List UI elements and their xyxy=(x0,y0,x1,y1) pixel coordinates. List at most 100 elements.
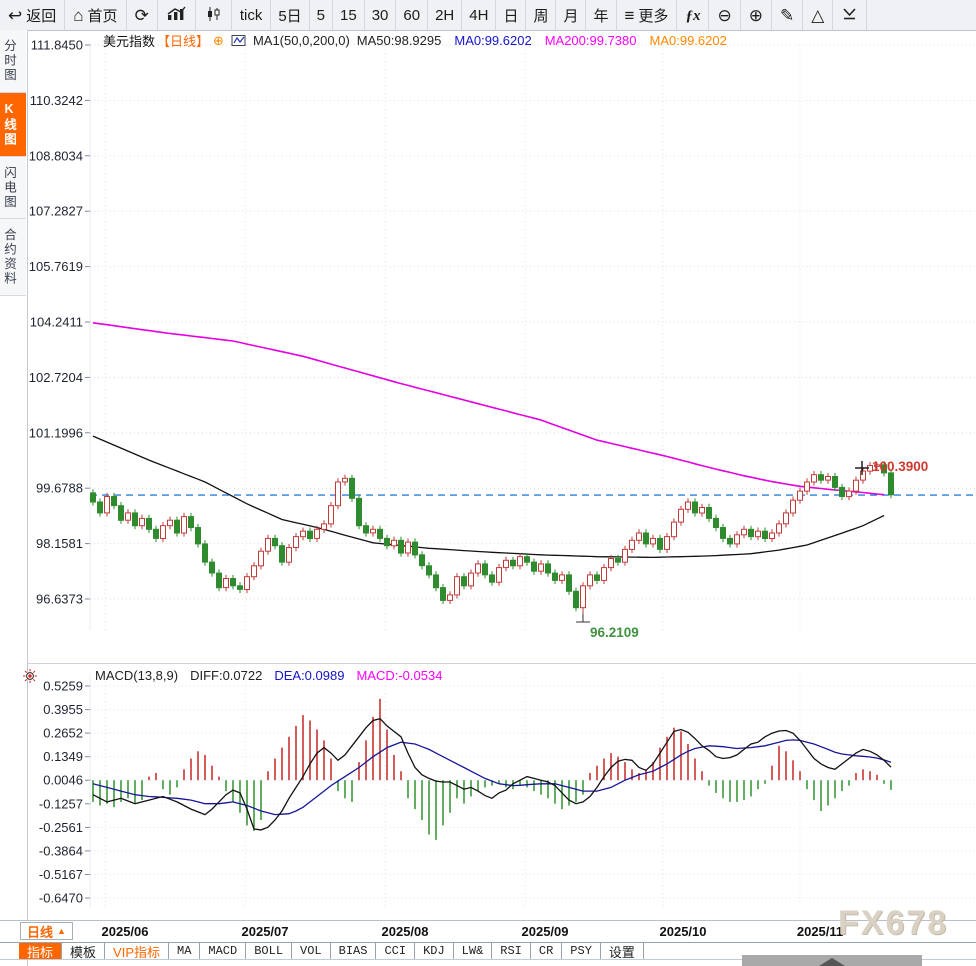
toolbar-tick-label: tick xyxy=(239,6,263,24)
low-marker: 96.2109 xyxy=(576,614,639,640)
svg-text:102.7204: 102.7204 xyxy=(29,370,83,385)
indicator-tab-VOL[interactable]: VOL xyxy=(292,943,331,959)
svg-text:0.2652: 0.2652 xyxy=(43,726,83,741)
toolbar-4h-button[interactable]: 4H xyxy=(462,0,497,30)
svg-text:-0.1257: -0.1257 xyxy=(39,796,83,811)
toolbar-month-label: 月 xyxy=(563,7,579,25)
toolbar-more-label: 更多 xyxy=(638,7,669,25)
indicator-tab-VIP指标[interactable]: VIP指标 xyxy=(105,943,169,960)
macd-title: MACD(13,8,9) xyxy=(95,668,179,683)
x-axis-label-2025/10: 2025/10 xyxy=(659,924,707,939)
svg-text:98.1581: 98.1581 xyxy=(36,536,83,551)
ma50-line xyxy=(92,435,885,559)
svg-text:-0.6470: -0.6470 xyxy=(39,891,83,906)
indicator-tab-MACD[interactable]: MACD xyxy=(200,943,247,959)
svg-text:0.0046: 0.0046 xyxy=(43,773,83,788)
toolbar-60m-button[interactable]: 60 xyxy=(396,0,429,30)
macd-diff-line xyxy=(92,717,892,831)
toolbar-fx-indicator-button[interactable]: ƒx xyxy=(677,0,710,30)
toolbar-home-button[interactable]: ⌂ 首页 xyxy=(65,0,127,30)
x-axis-strip: 日线 ▲ 2025/06 2025/07 2025/08 2025/09 2025/10… xyxy=(0,920,976,942)
handle-triangle-icon xyxy=(819,958,845,966)
x-axis-label-2025/06: 2025/06 xyxy=(101,924,149,939)
svg-text:107.2827: 107.2827 xyxy=(29,204,83,219)
sidebar-tab-2[interactable]: 闪电图 xyxy=(0,156,26,219)
indicator-tab-CCI[interactable]: CCI xyxy=(376,943,416,959)
toolbar-5d-label: 5日 xyxy=(278,7,302,25)
fx-icon: ƒx xyxy=(685,8,701,24)
toolbar-15m-button[interactable]: 15 xyxy=(333,0,365,30)
toolbar-day-label: 日 xyxy=(503,7,519,25)
panel-separator xyxy=(27,663,976,664)
indicator-tab-RSI[interactable]: RSI xyxy=(492,943,531,959)
toolbar-draw-button[interactable]: ✎ xyxy=(772,0,804,30)
period-selector[interactable]: 日线 ▲ xyxy=(20,922,73,940)
toolbar-zoom-in-button[interactable]: ⊕ xyxy=(741,0,772,30)
indicator-tab-bar: 指标 模板 VIP指标 MA MACD BOLL VOL BIAS CCI KDJ LW& RSI CR… xyxy=(0,942,976,960)
svg-text:110.3242: 110.3242 xyxy=(30,93,83,108)
refresh-icon: ⟳ xyxy=(134,5,149,25)
svg-text:104.2411: 104.2411 xyxy=(30,315,83,330)
toolbar-more-button[interactable]: ≡ 更多 xyxy=(617,0,678,30)
macd-header: MACD(13,8,9) DIFF:0.0722 DEA:0.0989 MACD… xyxy=(95,668,442,683)
toolbar-triangle-up-button[interactable]: △ xyxy=(803,0,834,30)
toolbar-line-chart-button[interactable] xyxy=(158,0,196,30)
macd-grid: 0.5259 0.3955 0.2652 0.1349 0.0046 -0.1257 -0.… xyxy=(39,673,975,907)
svg-text:0.3955: 0.3955 xyxy=(43,702,83,717)
indicator-tab-MA[interactable]: MA xyxy=(169,943,201,959)
sidebar-tab-1[interactable]: K线图 xyxy=(0,92,26,157)
indicator-tab-KDJ[interactable]: KDJ xyxy=(415,943,454,959)
toolbar-60m-label: 60 xyxy=(403,6,421,24)
x-axis-label-2025/08: 2025/08 xyxy=(381,924,429,939)
expand-icon[interactable]: ⊕ xyxy=(213,32,224,48)
indicator-tab-BOLL[interactable]: BOLL xyxy=(246,943,293,959)
indicator-tab-模板[interactable]: 模板 xyxy=(62,943,106,960)
svg-text:99.6788: 99.6788 xyxy=(36,481,83,496)
svg-text:96.2109: 96.2109 xyxy=(590,625,639,640)
toolbar-5m-button[interactable]: 5 xyxy=(310,0,333,30)
fx678-watermark: FX678 xyxy=(838,904,949,942)
drag-handle[interactable] xyxy=(742,955,922,966)
toolbar-day-button[interactable]: 日 xyxy=(496,0,527,30)
indicator-tab-CR[interactable]: CR xyxy=(530,943,563,959)
candles-icon xyxy=(204,6,223,25)
x-axis-label-2025/09: 2025/09 xyxy=(521,924,569,939)
chevron-down-icon xyxy=(841,6,858,24)
toolbar-zoom-out-button[interactable]: ⊖ xyxy=(709,0,741,30)
toolbar-month-button[interactable]: 月 xyxy=(556,0,587,30)
price-chart: 111.8450 110.3242 108.8034 107.2827 105.7619… xyxy=(29,38,975,640)
ma-chart-icon[interactable] xyxy=(231,34,246,47)
toolbar-back-label: 返回 xyxy=(26,7,57,25)
svg-text:101.1996: 101.1996 xyxy=(29,425,83,440)
candles xyxy=(90,461,894,615)
period-label[interactable]: 【日线】 xyxy=(157,34,210,49)
toolbar-year-button[interactable]: 年 xyxy=(586,0,617,30)
toolbar-2h-button[interactable]: 2H xyxy=(428,0,463,30)
toolbar-collapse-button[interactable] xyxy=(833,0,868,30)
toolbar-30m-label: 30 xyxy=(371,6,389,24)
sidebar-tab-3[interactable]: 合约资料 xyxy=(0,219,26,296)
toolbar-candle-chart-button[interactable] xyxy=(196,0,232,30)
macd-chart: 0.5259 0.3955 0.2652 0.1349 0.0046 -0.1257 -0.… xyxy=(39,673,975,907)
toolbar-week-button[interactable]: 周 xyxy=(526,0,557,30)
back-icon: ↩ xyxy=(8,5,23,25)
toolbar-tick-button[interactable]: tick xyxy=(232,0,272,30)
toolbar-30m-button[interactable]: 30 xyxy=(365,0,397,30)
indicator-tab-指标[interactable]: 指标 xyxy=(19,943,63,960)
indicator-tab-LW&[interactable]: LW& xyxy=(453,943,493,959)
toolbar-15m-label: 15 xyxy=(340,6,357,24)
sidebar-tab-0[interactable]: 分时图 xyxy=(0,30,26,93)
indicator-tab-PSY[interactable]: PSY xyxy=(562,943,601,959)
ma200-line xyxy=(92,322,885,496)
svg-text:-0.5167: -0.5167 xyxy=(39,867,83,882)
period-selector-label: 日线 xyxy=(27,924,54,940)
toolbar-refresh-button[interactable]: ⟳ xyxy=(127,0,158,30)
toolbar-5d-button[interactable]: 5日 xyxy=(271,0,310,30)
indicator-settings-icon[interactable] xyxy=(22,668,38,689)
toolbar-back-button[interactable]: ↩ 返回 xyxy=(0,0,66,30)
svg-text:100.3900: 100.3900 xyxy=(872,459,928,474)
indicator-tab-BIAS[interactable]: BIAS xyxy=(330,943,377,959)
indicator-tab-设置[interactable]: 设置 xyxy=(600,943,644,960)
toolbar-4h-label: 4H xyxy=(469,6,489,24)
